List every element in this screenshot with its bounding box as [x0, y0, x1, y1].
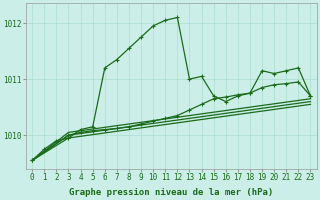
X-axis label: Graphe pression niveau de la mer (hPa): Graphe pression niveau de la mer (hPa) [69, 188, 274, 197]
